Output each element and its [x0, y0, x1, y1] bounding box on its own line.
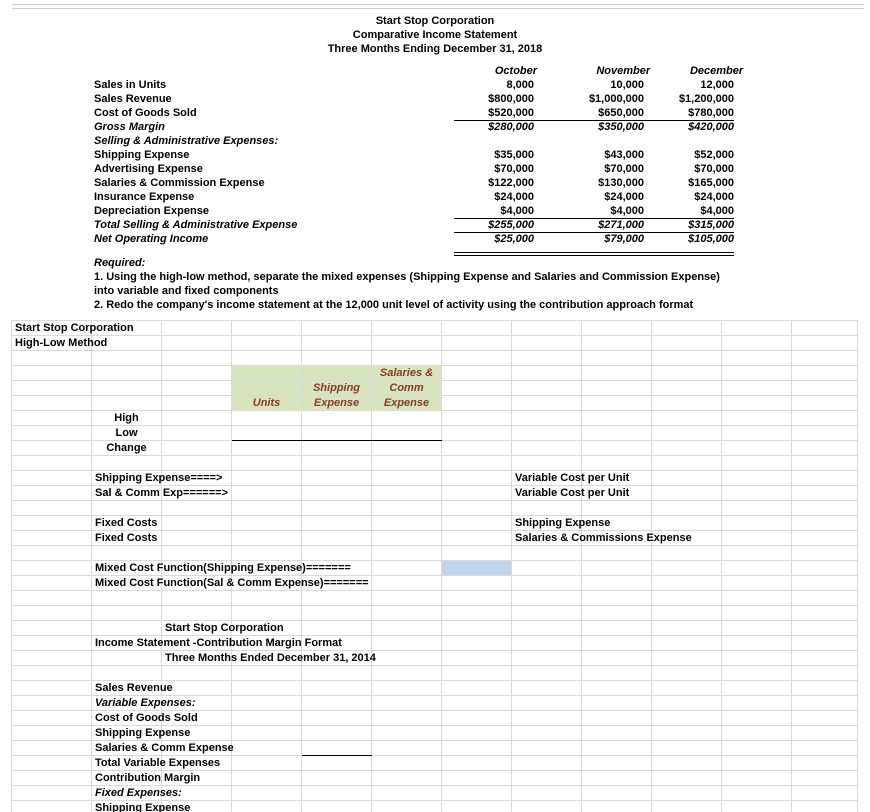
inc-label: Total Selling & Administrative Expense [94, 218, 454, 232]
inc-val: $280,000 [454, 120, 534, 134]
inc-label: Insurance Expense [94, 190, 454, 204]
inc-val: $70,000 [454, 162, 534, 176]
required-line1: 1. Using the high-low method, separate t… [94, 270, 794, 284]
inc-val: $105,000 [644, 232, 734, 246]
inc-val: 10,000 [534, 78, 644, 92]
inc-val: $1,200,000 [644, 92, 734, 106]
inc-val: $271,000 [534, 218, 644, 233]
cm-row[interactable]: Contribution Margin [92, 771, 162, 786]
inc-val: $70,000 [644, 162, 734, 176]
inc-val: $350,000 [534, 120, 644, 134]
inc-val: $165,000 [644, 176, 734, 190]
inc-label: Sales Revenue [94, 92, 454, 106]
col-october: October [457, 64, 537, 78]
inc-val: 8,000 [454, 78, 534, 92]
hl-company[interactable]: Start Stop Corporation [12, 321, 92, 336]
cm-company[interactable]: Start Stop Corporation [162, 621, 232, 636]
vcpu-ship[interactable]: Variable Cost per Unit [512, 471, 582, 486]
inc-val: $130,000 [534, 176, 644, 190]
cm-row[interactable]: Shipping Expense [92, 726, 162, 741]
inc-val: $650,000 [534, 106, 644, 121]
inc-label: Depreciation Expense [94, 204, 454, 218]
required-title: Required: [94, 256, 794, 270]
inc-val: $25,000 [454, 232, 534, 246]
inc-label: Gross Margin [94, 120, 454, 134]
cm-title[interactable]: Income Statement -Contribution Margin Fo… [92, 636, 162, 651]
inc-label: Net Operating Income [94, 232, 454, 246]
cm-period[interactable]: Three Months Ended December 31, 2014 [162, 651, 232, 666]
cm-row[interactable]: Shipping Expense [92, 801, 162, 812]
inc-val: $24,000 [454, 190, 534, 204]
inc-label: Sales in Units [94, 78, 454, 92]
worksheet-grid: Start Stop CorporationHigh-Low MethodSal… [11, 320, 858, 812]
inc-val: $520,000 [454, 106, 534, 121]
report-header: Start Stop Corporation Comparative Incom… [0, 14, 870, 56]
inc-val: $79,000 [534, 232, 644, 246]
inc-label: Salaries & Commission Expense [94, 176, 454, 190]
hl-hdr-ship[interactable]: Expense [302, 396, 372, 411]
inc-label: Advertising Expense [94, 162, 454, 176]
inc-label: Cost of Goods Sold [94, 106, 454, 120]
inc-val: $1,000,000 [534, 92, 644, 106]
vcpu-sal[interactable]: Variable Cost per Unit [512, 486, 582, 501]
col-november: November [540, 64, 650, 78]
inc-val: $315,000 [644, 218, 734, 233]
cm-row[interactable]: Variable Expenses: [92, 696, 162, 711]
cm-row[interactable]: Sales Revenue [92, 681, 162, 696]
company-name: Start Stop Corporation [0, 14, 870, 28]
income-statement: October November December Sales in Units… [94, 64, 794, 260]
hl-change[interactable]: Change [92, 441, 162, 456]
arrow-ship[interactable]: Shipping Expense====> [92, 471, 162, 486]
cm-row[interactable]: Fixed Expenses: [92, 786, 162, 801]
inc-val: $35,000 [454, 148, 534, 162]
report-period: Three Months Ending December 31, 2018 [0, 42, 870, 56]
mcf-ship[interactable]: Mixed Cost Function(Shipping Expense)===… [92, 561, 162, 576]
inc-val: $420,000 [644, 120, 734, 134]
inc-val: $43,000 [534, 148, 644, 162]
cm-row[interactable]: Salaries & Comm Expense [92, 741, 162, 756]
arrow-sal[interactable]: Sal & Comm Exp======> [92, 486, 162, 501]
cm-row[interactable]: Total Variable Expenses [92, 756, 162, 771]
fc-sal[interactable]: Salaries & Commissions Expense [512, 531, 582, 546]
inc-val: 12,000 [644, 78, 734, 92]
required-line1b: into variable and fixed components [94, 284, 794, 298]
required-block: Required: 1. Using the high-low method, … [94, 256, 794, 312]
inc-val: $780,000 [644, 106, 734, 121]
cm-row[interactable]: Cost of Goods Sold [92, 711, 162, 726]
hl-hdr-sal[interactable]: Expense [372, 396, 442, 411]
inc-val: $4,000 [644, 204, 734, 219]
inc-val: $52,000 [644, 148, 734, 162]
hl-high[interactable]: High [92, 411, 162, 426]
fixed-costs-2[interactable]: Fixed Costs [92, 531, 162, 546]
inc-label: Shipping Expense [94, 148, 454, 162]
required-line2: 2. Redo the company's income statement a… [94, 298, 794, 312]
inc-val: $800,000 [454, 92, 534, 106]
hl-method[interactable]: High-Low Method [12, 336, 92, 351]
fixed-costs-1[interactable]: Fixed Costs [92, 516, 162, 531]
inc-val: $24,000 [644, 190, 734, 204]
inc-label: Selling & Administrative Expenses: [94, 134, 454, 148]
hl-hdr-units[interactable]: Units [232, 396, 302, 411]
fc-ship[interactable]: Shipping Expense [512, 516, 582, 531]
report-title: Comparative Income Statement [0, 28, 870, 42]
inc-val: $24,000 [534, 190, 644, 204]
inc-val: $122,000 [454, 176, 534, 190]
mcf-sal[interactable]: Mixed Cost Function(Sal & Comm Expense)=… [92, 576, 162, 591]
inc-val: $70,000 [534, 162, 644, 176]
inc-val: $255,000 [454, 218, 534, 233]
inc-val: $4,000 [454, 204, 534, 219]
inc-val: $4,000 [534, 204, 644, 219]
col-december: December [653, 64, 743, 78]
hl-low[interactable]: Low [92, 426, 162, 441]
